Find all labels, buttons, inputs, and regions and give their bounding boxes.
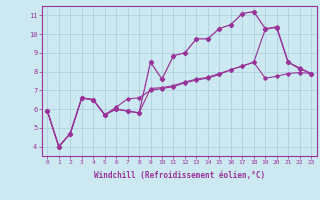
- X-axis label: Windchill (Refroidissement éolien,°C): Windchill (Refroidissement éolien,°C): [94, 171, 265, 180]
